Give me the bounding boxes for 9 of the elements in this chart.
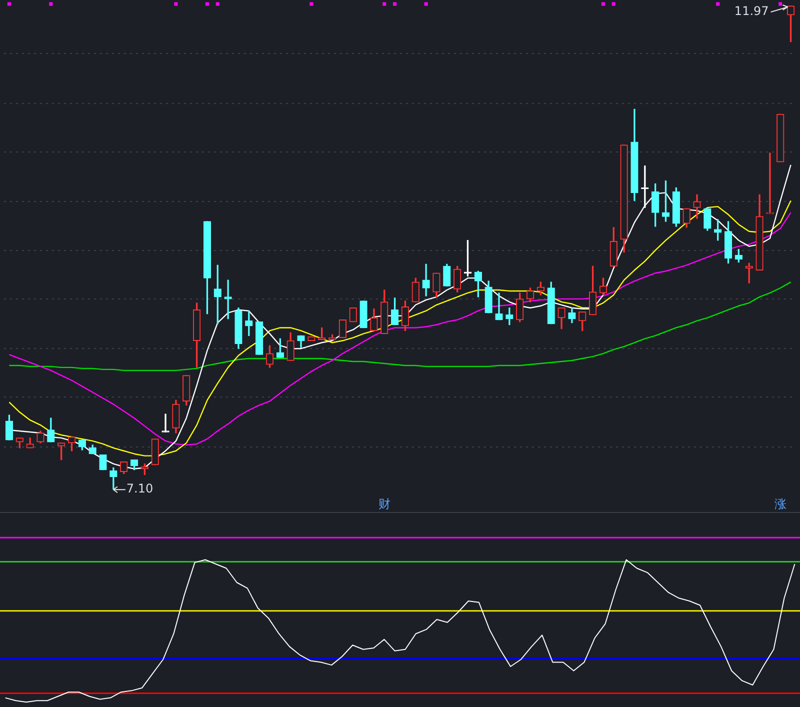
candlestick xyxy=(766,152,774,214)
candlestick xyxy=(506,308,514,326)
x-tick-label: 财 xyxy=(378,496,390,511)
candlestick xyxy=(224,280,232,320)
candlestick xyxy=(495,292,503,320)
annotation: 7.10 xyxy=(126,482,154,496)
annotation: 11.97 xyxy=(734,4,769,18)
candlestick xyxy=(162,414,170,432)
x-tick-label: 涨 xyxy=(774,496,786,511)
